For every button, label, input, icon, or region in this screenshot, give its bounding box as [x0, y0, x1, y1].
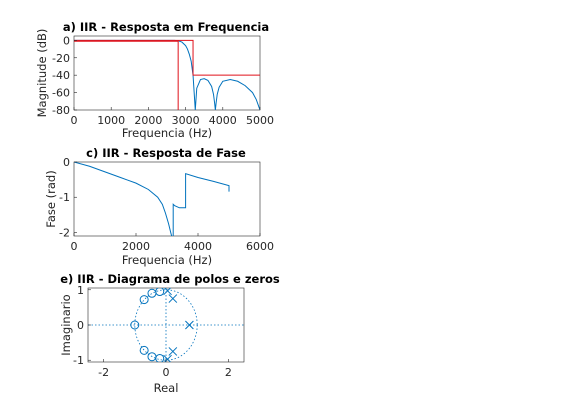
x-tick-label: 3000 — [172, 114, 200, 127]
magnitude-chart-title: a) IIR - Resposta em Frequencia — [63, 20, 269, 34]
y-tick-label: -2 — [59, 226, 70, 239]
x-tick-label: -2 — [98, 366, 109, 379]
y-tick-label: 1 — [77, 284, 84, 297]
pole-marker — [163, 288, 172, 296]
pole-zero-chart-title: e) IIR - Diagrama de polos e zeros — [60, 272, 280, 286]
pole-zero-y-axis-label: Imaginario — [59, 294, 73, 355]
y-tick-label: -60 — [52, 87, 70, 100]
x-tick-label: 1000 — [97, 114, 125, 127]
y-tick-label: 0 — [63, 156, 70, 169]
pole-marker — [163, 354, 172, 362]
pole-marker — [168, 347, 178, 356]
magnitude-ticks: 0 1000 2000 3000 4000 5000 0 -20 -40 -60 -80 — [52, 34, 274, 127]
y-tick-label: 0 — [77, 319, 84, 332]
y-tick-label: -80 — [52, 104, 70, 117]
y-tick-label: 0 — [63, 34, 70, 47]
phase-ticks: 0 2000 4000 6000 0 -1 -2 — [59, 156, 274, 253]
magnitude-x-axis-label: Frequencia (Hz) — [122, 126, 212, 140]
magnitude-axes-box — [73, 35, 261, 111]
series-line-1 — [74, 40, 179, 110]
zero-marker — [130, 320, 140, 330]
series-line-2 — [74, 39, 260, 76]
x-tick-label: 6000 — [246, 240, 274, 253]
x-tick-label: 5000 — [246, 114, 274, 127]
x-tick-label: 2000 — [134, 114, 162, 127]
series-line-0 — [74, 162, 230, 236]
y-tick-label: -1 — [73, 354, 84, 367]
x-tick-label: 4000 — [184, 240, 212, 253]
pole-zero-ticks: -2 0 2 1 0 -1 — [73, 284, 232, 379]
phase-axes-box — [73, 161, 261, 237]
x-tick-label: 0 — [163, 366, 170, 379]
zero-marker — [139, 295, 149, 305]
zero-marker — [155, 288, 165, 297]
magnitude-plot-area — [74, 39, 260, 110]
magnitude-y-axis-label: Magnitude (dB) — [35, 29, 49, 118]
pole-marker — [168, 294, 178, 303]
zero-marker — [155, 353, 165, 362]
x-tick-label: 0 — [71, 240, 78, 253]
phase-chart-title: c) IIR - Resposta de Fase — [86, 146, 246, 160]
pole-zero-panel: e) IIR - Diagrama de polos e zeros -2 0 2 1… — [59, 272, 280, 395]
pole-marker — [185, 320, 194, 330]
x-tick-label: 4000 — [209, 114, 237, 127]
phase-y-axis-label: Fase (rad) — [44, 170, 58, 227]
zero-marker — [139, 345, 149, 355]
magnitude-response-panel: a) IIR - Resposta em Frequencia 0 1000 200… — [35, 20, 274, 140]
x-tick-label: 0 — [71, 114, 78, 127]
phase-response-panel: c) IIR - Resposta de Fase 0 2000 4000 60000… — [44, 146, 274, 267]
y-tick-label: -1 — [59, 191, 70, 204]
unit-circle — [134, 289, 198, 361]
x-tick-label: 2000 — [122, 240, 150, 253]
y-tick-label: -40 — [52, 69, 70, 82]
y-tick-label: -20 — [52, 52, 70, 65]
x-tick-label: 2 — [225, 366, 232, 379]
phase-plot-area — [74, 162, 230, 236]
pole-zero-x-axis-label: Real — [154, 381, 179, 395]
pole-zero-plot-area — [88, 288, 244, 362]
phase-x-axis-label: Frequencia (Hz) — [122, 253, 212, 267]
